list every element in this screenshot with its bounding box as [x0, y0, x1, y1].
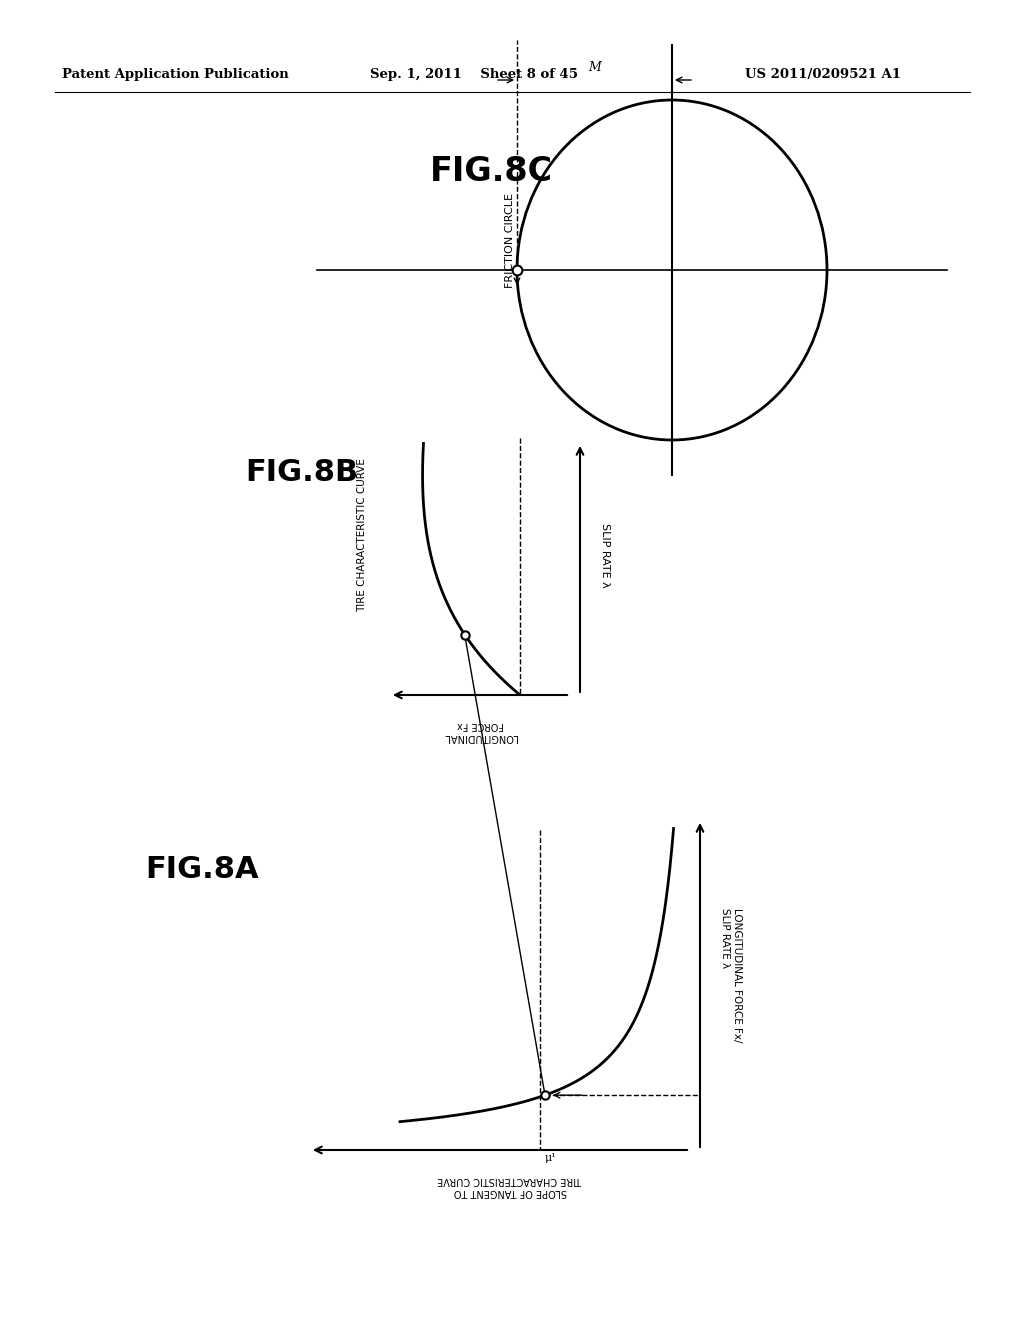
Text: LONGITUDINAL
FORCE Fx: LONGITUDINAL FORCE Fx — [443, 719, 517, 742]
Text: US 2011/0209521 A1: US 2011/0209521 A1 — [745, 69, 901, 81]
Text: FRICTION CIRCLE: FRICTION CIRCLE — [505, 193, 515, 288]
Text: FIG.8A: FIG.8A — [145, 855, 259, 884]
Text: SLOPE OF TANGENT TO
TIRE CHARACTERISTIC CURVE: SLOPE OF TANGENT TO TIRE CHARACTERISTIC … — [437, 1175, 583, 1197]
Text: Sep. 1, 2011    Sheet 8 of 45: Sep. 1, 2011 Sheet 8 of 45 — [370, 69, 578, 81]
Text: Patent Application Publication: Patent Application Publication — [62, 69, 289, 81]
Text: FIG.8C: FIG.8C — [430, 154, 553, 187]
Text: μ¹: μ¹ — [545, 1152, 557, 1163]
Text: TIRE CHARACTERISTIC CURVE: TIRE CHARACTERISTIC CURVE — [357, 458, 367, 612]
Text: LONGITUDINAL FORCE Fx/
SLIP RATE λ: LONGITUDINAL FORCE Fx/ SLIP RATE λ — [720, 908, 741, 1043]
Text: M: M — [588, 61, 601, 74]
Text: SLIP RATE λ: SLIP RATE λ — [600, 523, 610, 587]
Text: FIG.8B: FIG.8B — [245, 458, 358, 487]
